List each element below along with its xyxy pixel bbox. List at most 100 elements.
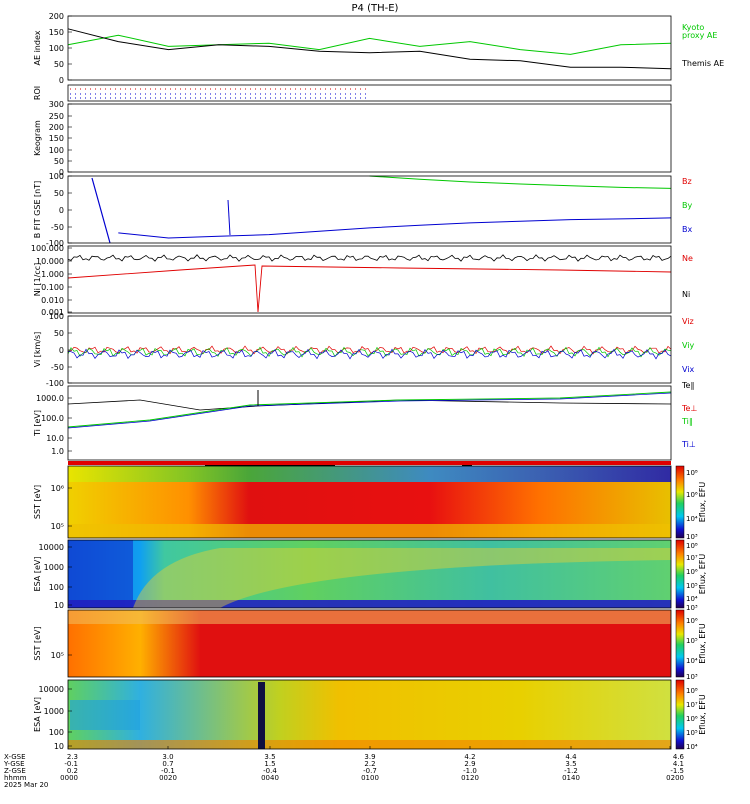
panel-tick-bfield: 100 (49, 172, 64, 181)
panel-tick-ae: 100 (49, 44, 64, 53)
panel-tick-keogram: 100 (49, 146, 64, 155)
legend-temperature-3: Ti⊥ (681, 440, 696, 449)
panel-frame-density (67, 245, 672, 314)
series-ti-par (67, 391, 672, 428)
legend-temperature-0: Te∥ (681, 381, 694, 390)
colorbar-tick-1: 10⁶ (686, 491, 698, 499)
panel-tick-keogram: 0 (59, 168, 64, 177)
panel-tick-bfield: 0 (59, 206, 64, 215)
panel-ylabel-sst_i: SST [eV] (33, 626, 42, 660)
colorbar-tick-3: 10³ (686, 673, 698, 681)
panel-tick-density: 10.000 (36, 257, 64, 266)
colorbar-tick-1: 10⁴ (686, 515, 698, 523)
panel-ylabel-ae: AE index (33, 30, 42, 65)
series-viz (67, 345, 672, 355)
panel-tick-velocity: -50 (51, 363, 64, 372)
colorbar-tick-4: 10⁴ (686, 743, 698, 751)
legend-ae-1: proxy AE (682, 31, 717, 40)
panel-tick-keogram: 300 (49, 100, 64, 109)
panel-ylabel-keogram: Keogram (33, 120, 42, 156)
colorbar-3 (675, 609, 685, 678)
panel-tick-esa_e: 1000 (44, 563, 64, 572)
panel-tick-density: 0.010 (41, 296, 64, 305)
panel-tick-ae: 200 (49, 12, 64, 21)
legend-ae-0: Kyoto (682, 23, 704, 32)
esa-electron-low-band (68, 600, 671, 608)
legend-ae-2: Themis AE (681, 59, 724, 68)
panel-ylabel-density: Ni [1/cc] (33, 263, 42, 297)
esa-ion-low-band (68, 740, 671, 749)
xaxis-y_gse-value: -0.1 (64, 760, 78, 768)
panel-tick-esa_i: 10 (54, 742, 64, 751)
sst-electron-low-energy-band (68, 524, 671, 538)
xaxis-hhmm-value: 0100 (361, 774, 379, 782)
xaxis-y_gse-value: 0.7 (162, 760, 173, 768)
xaxis-z_gse-value: -1.2 (564, 767, 578, 775)
xaxis-hhmm-value: 0020 (159, 774, 177, 782)
xaxis-y_gse-value: 3.5 (565, 760, 576, 768)
colorbar-tick-2: 10⁷ (686, 554, 698, 562)
esa-ion-data-gap (258, 682, 265, 749)
legend-velocity-2: Vix (682, 365, 695, 374)
panel-tick-velocity: 100 (49, 312, 64, 321)
panel-ylabel-sst_e: SST [eV] (33, 485, 42, 519)
colorbar-tick-2: 10⁵ (686, 582, 698, 590)
panel-ylabel-velocity: Vi [km/s] (33, 332, 42, 368)
panel-frame-esa_i (67, 679, 672, 750)
panel-tick-sst_e: 10⁵ (51, 522, 64, 531)
esa-electron-yellow-arc (133, 548, 671, 608)
series-ni (67, 254, 672, 262)
panel-tick-velocity: -100 (46, 379, 64, 388)
panel-frame-sst_e (67, 465, 672, 539)
series-ti-perp (67, 392, 672, 429)
panel-tick-sst_e: 10⁶ (51, 484, 64, 493)
panel-tick-keogram: 200 (49, 123, 64, 132)
panel-frame-esa_e (67, 539, 672, 609)
panel-tick-esa_i: 100 (49, 728, 64, 737)
panel-tick-density: 0.100 (41, 283, 64, 292)
xaxis-hhmm-value: 0120 (461, 774, 479, 782)
xaxis-hhmm-value: 0140 (562, 774, 580, 782)
panel-frame-bfield (67, 175, 672, 244)
panel-frame-roi (67, 84, 672, 102)
panel-tick-temperature: 1.0 (51, 447, 64, 456)
series-themis-ae (67, 28, 672, 70)
panel-tick-keogram: 50 (54, 157, 64, 166)
panel-tick-ae: 0 (59, 76, 64, 85)
colorbar-tick-4: 10⁸ (686, 687, 698, 695)
legend-density-1: Ni (682, 290, 690, 299)
xaxis-z_gse-value: 0.2 (67, 767, 78, 775)
panel-tick-esa_i: 1000 (44, 707, 64, 716)
legend-temperature-2: Ti∥ (681, 417, 693, 426)
xaxis-hhmm-value: 0000 (60, 774, 78, 782)
colorbar-tick-3: 10⁶ (686, 617, 698, 625)
panel-tick-temperature: 1000.0 (36, 394, 64, 403)
colorbar-tick-3: 10⁵ (686, 637, 698, 645)
series-ne (67, 264, 672, 313)
xaxis-x_gse-value: 2.3 (67, 753, 78, 761)
panel-ylabel-esa_i: ESA [eV] (33, 697, 42, 732)
panel-tick-esa_e: 100 (49, 583, 64, 592)
panel-tick-bfield: -100 (46, 239, 64, 248)
xaxis-hhmm-value: 0200 (666, 774, 684, 782)
xaxis-z_gse-value: -0.1 (161, 767, 175, 775)
series-bx (118, 217, 672, 239)
mode-bar-red (68, 461, 671, 465)
panel-tick-velocity: 50 (54, 329, 64, 338)
colorbar-label-1: Eflux, EFU (698, 482, 707, 523)
colorbar-tick-1: 10⁸ (686, 469, 698, 477)
sst-electron-high-energy-band (68, 466, 671, 482)
panel-tick-temperature: 10.0 (46, 434, 64, 443)
series-bx-initial-drop (91, 177, 111, 244)
esa-electron-dark-region (68, 540, 133, 608)
xaxis-hhmm-value: 0040 (261, 774, 279, 782)
colorbar-tick-3: 10⁴ (686, 657, 698, 665)
panel-frame-velocity (67, 315, 672, 384)
panel-ylabel-bfield: B FIT GSE [nT] (33, 181, 42, 239)
legend-velocity-0: Viz (682, 317, 694, 326)
panel-tick-density: 1.000 (41, 270, 64, 279)
colorbar-label-3: Eflux, EFU (698, 623, 707, 664)
panel-ylabel-roi: ROI (33, 86, 42, 100)
panel-frame-temperature (67, 385, 672, 461)
